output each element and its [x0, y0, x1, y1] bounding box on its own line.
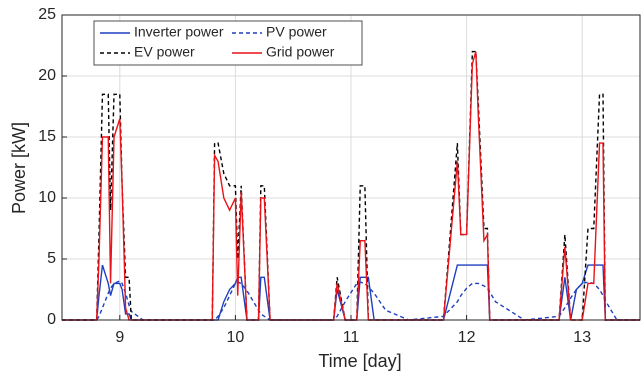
y-tick-label: 15	[38, 128, 56, 145]
y-tick-label: 25	[38, 6, 56, 23]
x-tick-label: 9	[115, 329, 124, 346]
y-tick-label: 0	[47, 311, 56, 328]
legend: Inverter power PV power EV power Grid power	[93, 20, 363, 66]
y-tick-label: 20	[38, 67, 56, 84]
legend-label: Inverter power	[134, 24, 224, 40]
series-line	[62, 280, 640, 321]
legend-label: EV power	[134, 44, 195, 60]
x-tick-label: 11	[343, 329, 360, 346]
x-tick-label: 10	[227, 329, 245, 346]
legend-box	[93, 20, 363, 66]
legend-label: Grid power	[266, 44, 335, 60]
legend-label: PV power	[266, 24, 327, 40]
x-tick-label: 12	[458, 329, 476, 346]
plot-frame	[61, 14, 641, 321]
x-axis-label: Time [day]	[318, 351, 401, 371]
y-tick-label: 5	[47, 250, 56, 267]
y-tick-label: 10	[38, 189, 56, 206]
x-tick-label: 13	[573, 329, 591, 346]
y-axis-label: Power [kW]	[9, 122, 29, 214]
